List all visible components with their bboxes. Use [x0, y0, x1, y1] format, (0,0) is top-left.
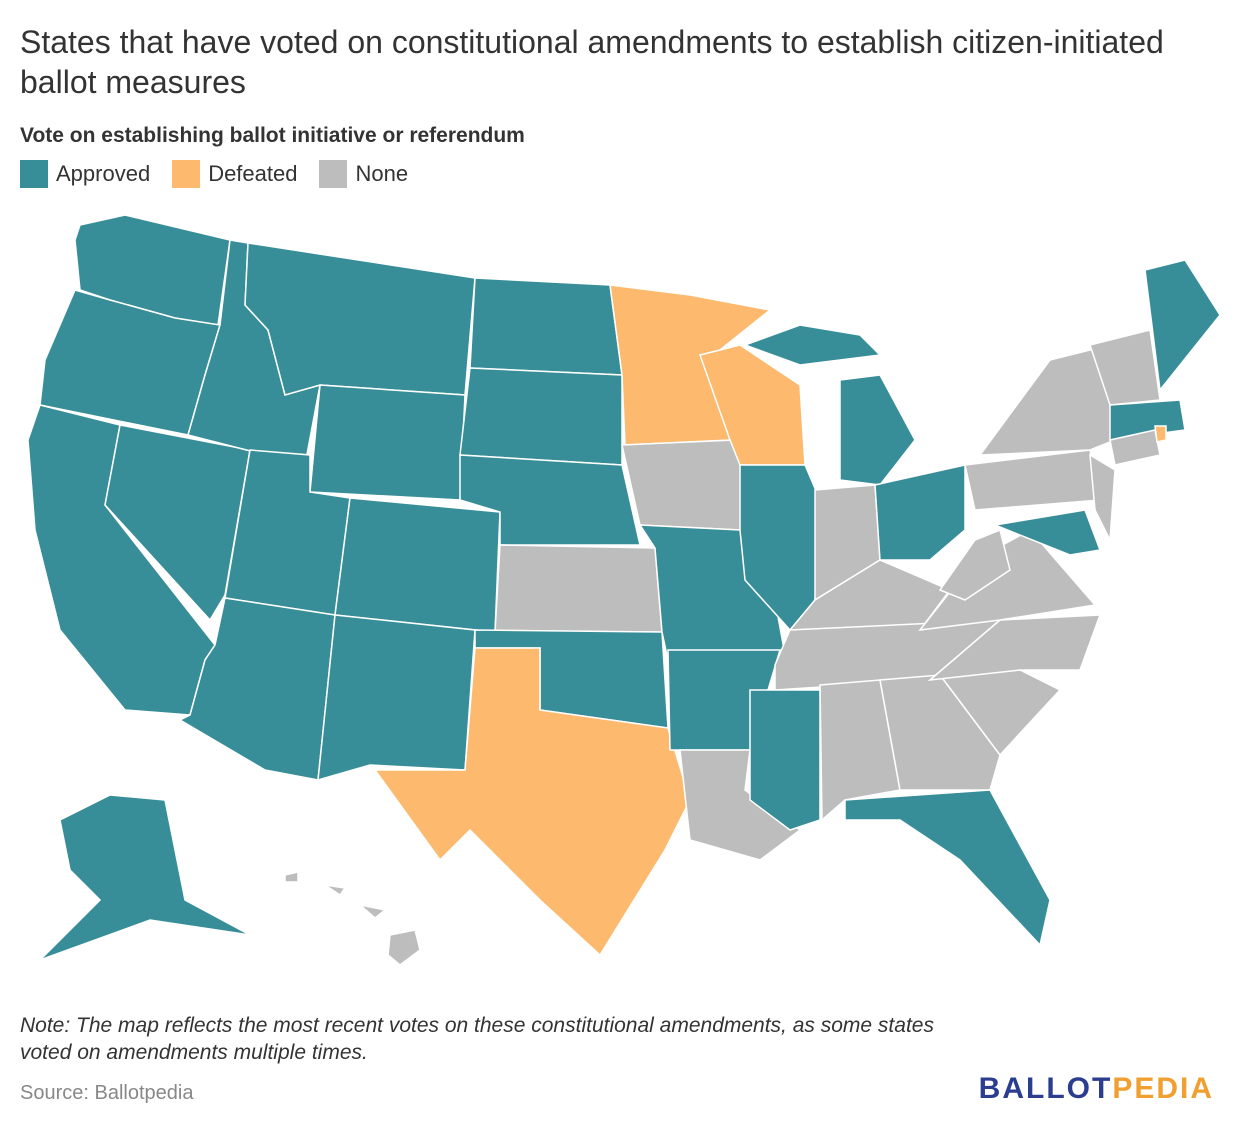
state	[839, 374, 916, 486]
state	[459, 367, 623, 466]
state	[1154, 425, 1167, 443]
logo: BALLOTPEDIA	[979, 1072, 1214, 1106]
state	[879, 674, 1001, 791]
state	[357, 903, 387, 919]
state	[494, 544, 663, 633]
legend-title: Vote on establishing ballot initiative o…	[20, 124, 525, 147]
state	[964, 449, 1101, 511]
note: Note: The map reflects the most recent v…	[20, 1014, 934, 1064]
legend-label: None	[355, 161, 409, 186]
state	[39, 794, 251, 961]
state	[844, 789, 1051, 947]
state	[938, 528, 1011, 601]
state	[927, 614, 1102, 682]
state	[317, 614, 476, 782]
state	[387, 929, 421, 966]
state	[309, 384, 466, 501]
logo-part: PEDIA	[1112, 1072, 1214, 1105]
legend-swatch	[20, 160, 48, 188]
state	[244, 242, 476, 396]
state	[373, 647, 691, 957]
state	[819, 679, 901, 822]
legend-label: Approved	[56, 161, 151, 186]
state	[178, 597, 336, 781]
legend-item: Approved	[20, 160, 150, 188]
state	[1144, 259, 1221, 392]
state	[749, 689, 821, 831]
state	[284, 871, 299, 883]
state	[1089, 329, 1161, 406]
state	[992, 509, 1102, 556]
state	[742, 324, 882, 366]
state	[874, 464, 966, 561]
state	[334, 497, 501, 633]
legend-item: None	[319, 160, 408, 188]
state	[469, 277, 623, 376]
legend-label: Defeated	[208, 161, 298, 186]
title: States that have voted on constitutional…	[20, 24, 1164, 100]
logo-part: BALLOT	[978, 1072, 1113, 1105]
legend-swatch	[172, 160, 201, 188]
legend-item: Defeated	[172, 160, 297, 188]
state	[1089, 453, 1116, 543]
source: Source: Ballotpedia	[20, 1082, 194, 1104]
legend: Approved Defeated None	[20, 160, 408, 188]
state	[324, 884, 347, 897]
map	[27, 214, 1221, 966]
state	[1109, 429, 1161, 466]
legend-swatch	[319, 160, 348, 188]
